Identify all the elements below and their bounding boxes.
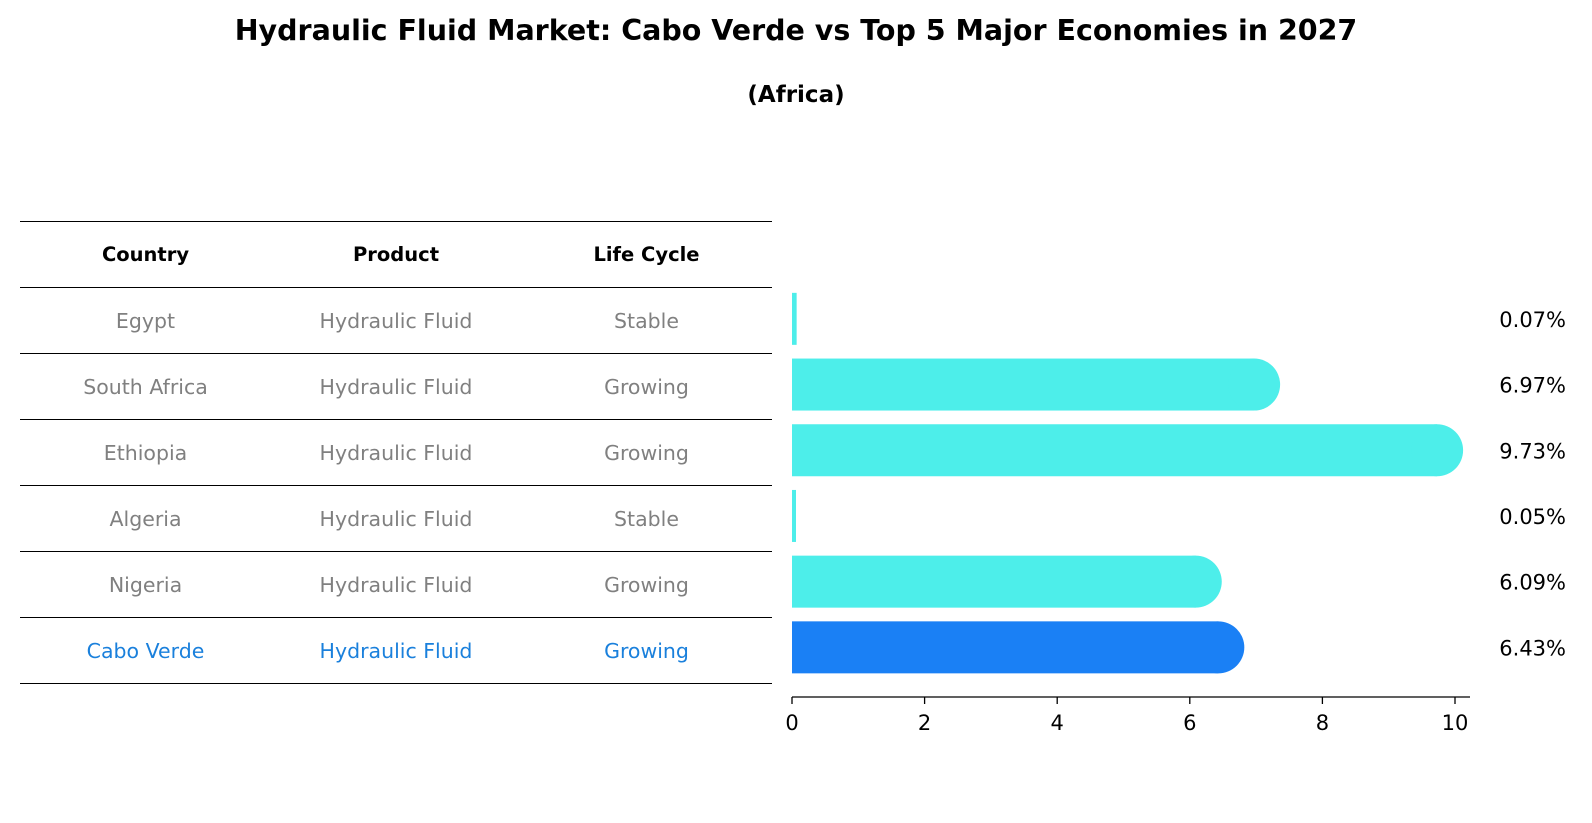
cell-product: Hydraulic Fluid [271, 617, 521, 684]
header-country: Country [20, 221, 271, 288]
chart-title: Hydraulic Fluid Market: Cabo Verde vs To… [234, 14, 1358, 47]
cell-life-cycle: Stable [521, 287, 772, 354]
bar [792, 555, 1196, 608]
table-row: Algeria Hydraulic Fluid Stable [20, 485, 772, 552]
table-row: Ethiopia Hydraulic Fluid Growing [20, 419, 772, 486]
bar-cap [1192, 621, 1245, 674]
x-tick-label: 6 [1183, 711, 1196, 735]
chart-subtitle: (Africa) [747, 82, 845, 108]
bar [792, 358, 1255, 411]
x-tick-label: 4 [1051, 711, 1064, 735]
cell-country: Ethiopia [20, 419, 271, 486]
cell-product: Hydraulic Fluid [271, 419, 521, 486]
bar-cap [1411, 424, 1464, 477]
bar-cap [1228, 358, 1281, 411]
cell-country: Algeria [20, 485, 271, 552]
value-label: 6.97% [1499, 374, 1566, 398]
cell-product: Hydraulic Fluid [271, 485, 521, 552]
table-row: Nigeria Hydraulic Fluid Growing [20, 551, 772, 618]
x-tick-label: 2 [918, 711, 931, 735]
cell-life-cycle: Growing [521, 419, 772, 486]
cell-country: Egypt [20, 287, 271, 354]
bar [792, 292, 797, 345]
x-tick-label: 10 [1442, 711, 1469, 735]
data-table: Country Product Life Cycle Egypt Hydraul… [20, 221, 772, 684]
x-tick-label: 8 [1316, 711, 1329, 735]
table-row: South Africa Hydraulic Fluid Growing [20, 353, 772, 420]
cell-life-cycle: Growing [521, 551, 772, 618]
value-label: 0.05% [1499, 505, 1566, 529]
value-label: 6.09% [1499, 571, 1566, 595]
cell-life-cycle: Growing [521, 353, 772, 420]
cell-life-cycle: Stable [521, 485, 772, 552]
x-tick-label: 0 [785, 711, 798, 735]
table-header-row: Country Product Life Cycle [20, 221, 772, 288]
cell-product: Hydraulic Fluid [271, 287, 521, 354]
value-label: 9.73% [1499, 439, 1566, 463]
header-product: Product [271, 221, 521, 288]
bar [792, 424, 1438, 477]
cell-product: Hydraulic Fluid [271, 551, 521, 618]
bar [792, 489, 796, 542]
table-row: Egypt Hydraulic Fluid Stable [20, 287, 772, 354]
cell-country: Cabo Verde [20, 617, 271, 684]
value-label: 0.07% [1499, 308, 1566, 332]
bar-cap [1169, 555, 1222, 608]
value-label: 6.43% [1499, 636, 1566, 660]
bar [792, 621, 1219, 674]
cell-product: Hydraulic Fluid [271, 353, 521, 420]
cell-life-cycle: Growing [521, 617, 772, 684]
cell-country: South Africa [20, 353, 271, 420]
header-life-cycle: Life Cycle [521, 221, 772, 288]
table-row-highlighted: Cabo Verde Hydraulic Fluid Growing [20, 617, 772, 684]
cell-country: Nigeria [20, 551, 271, 618]
